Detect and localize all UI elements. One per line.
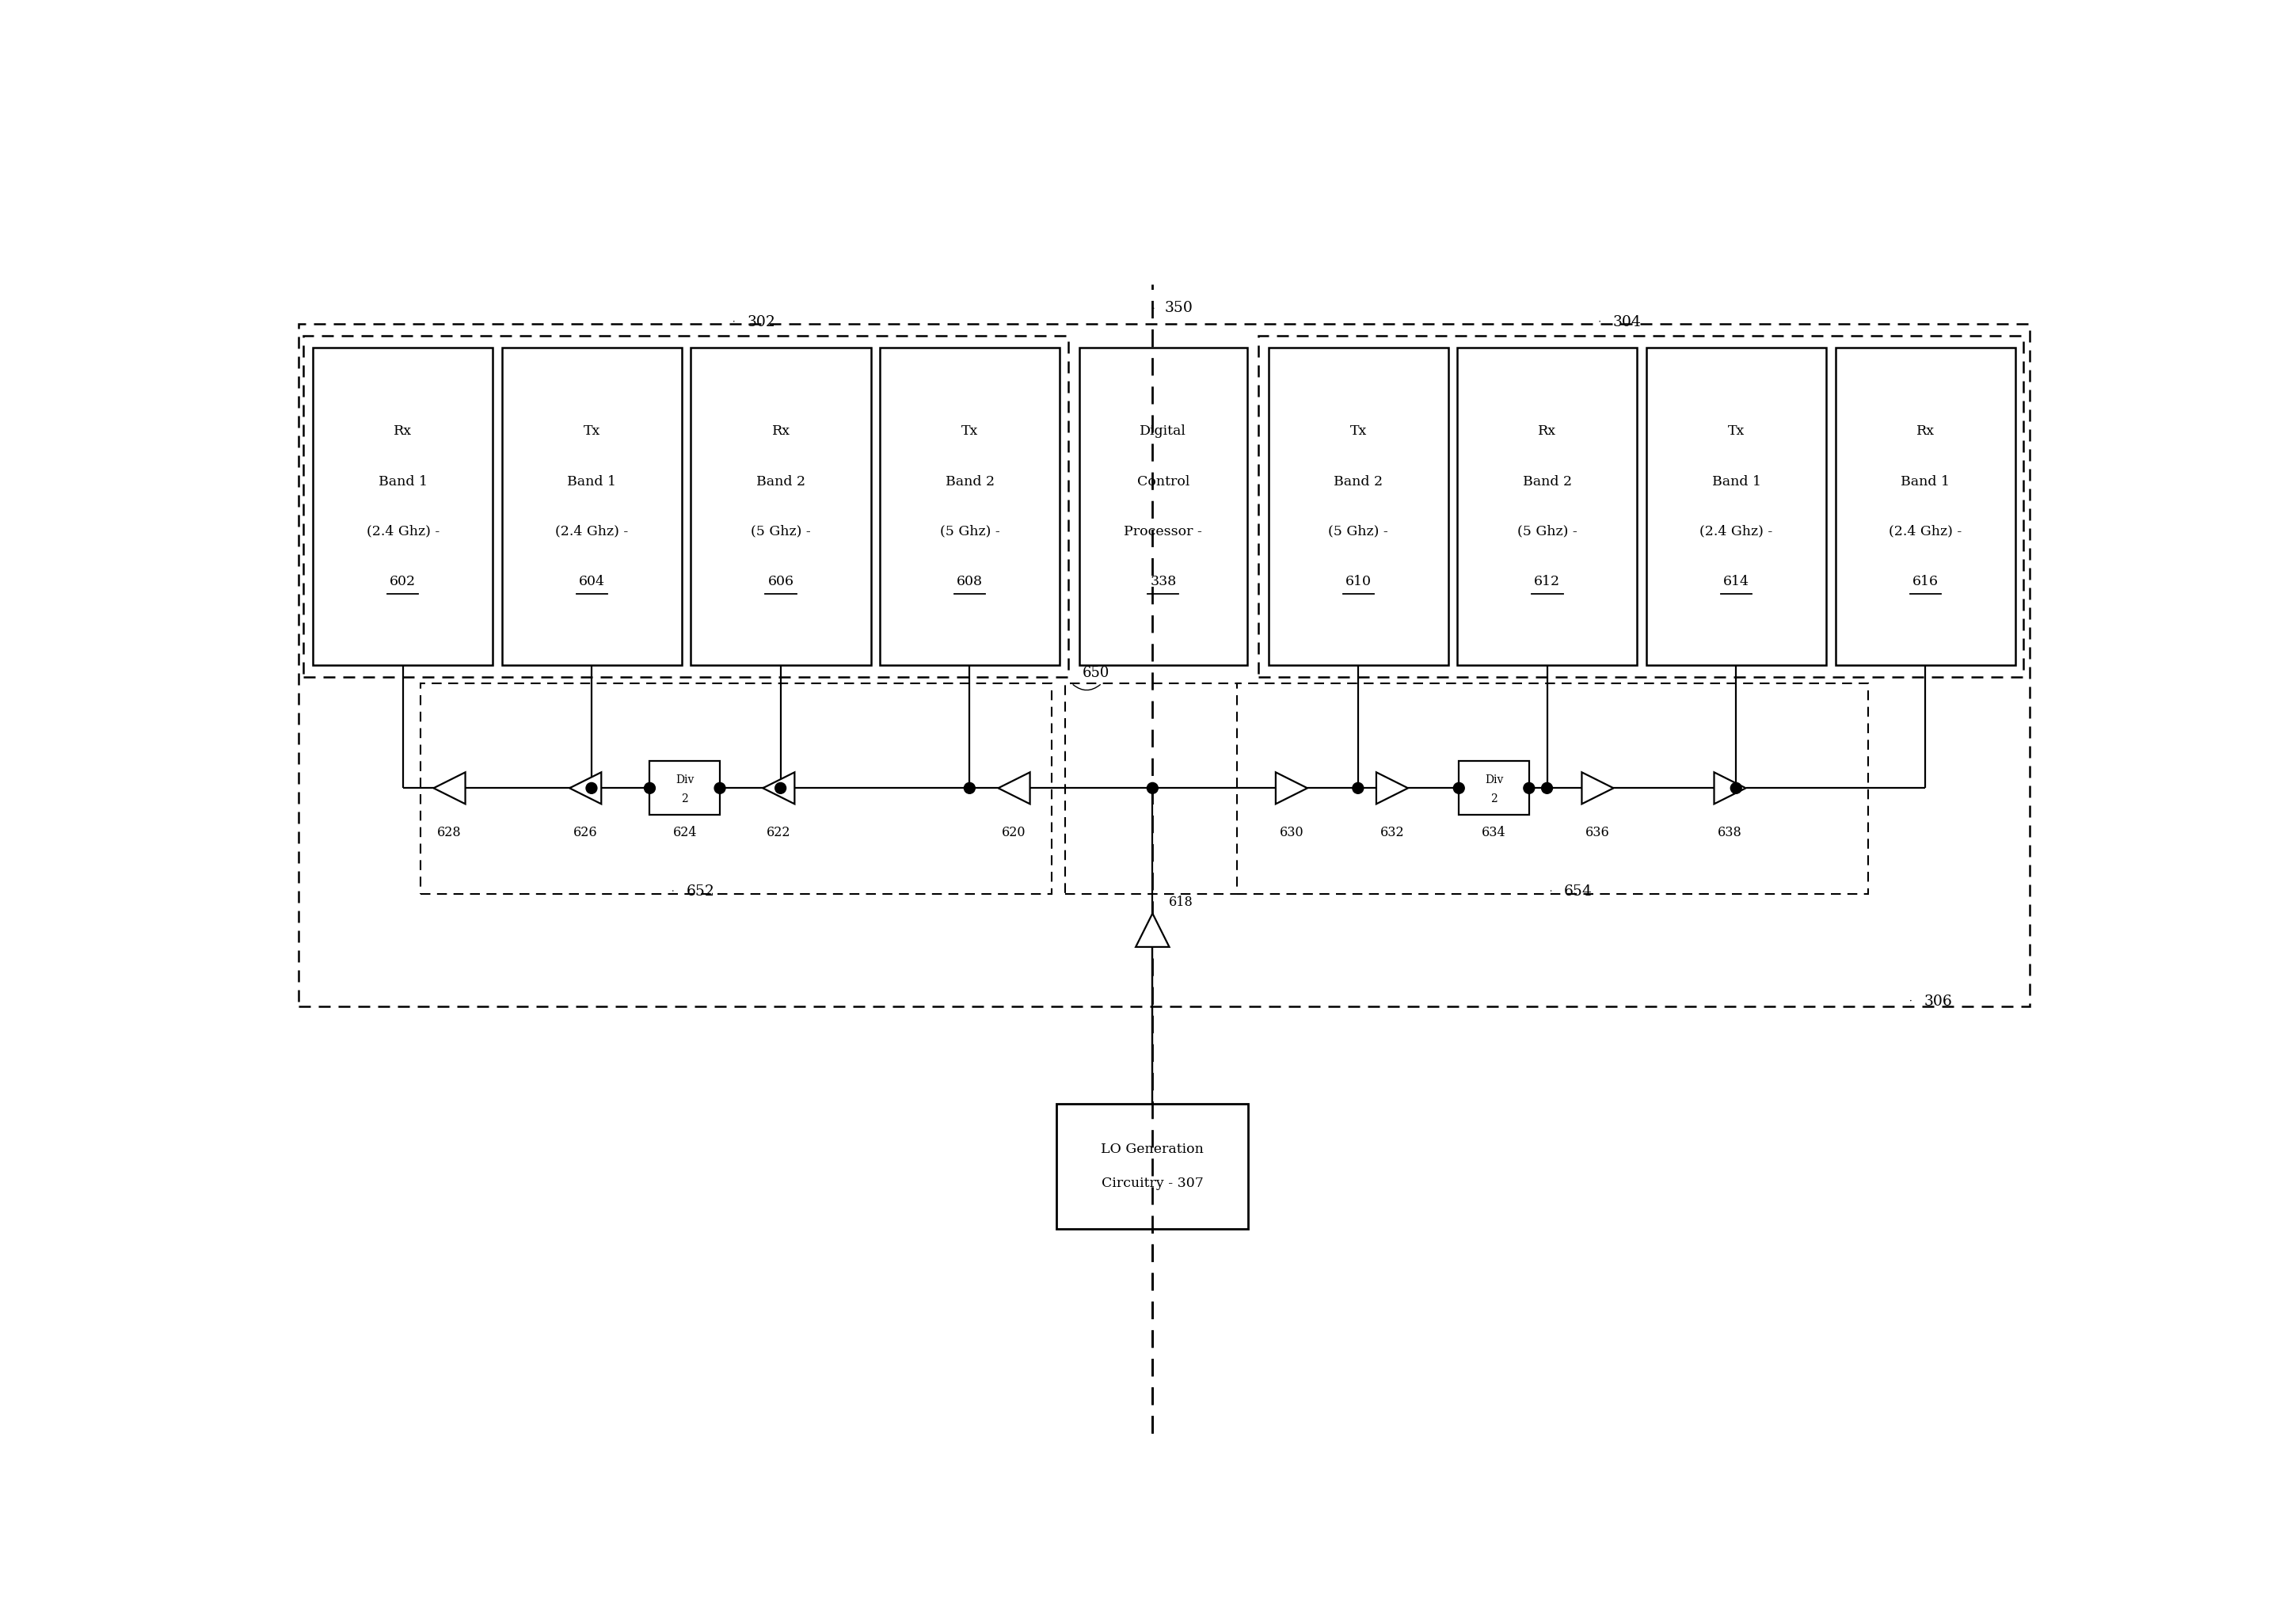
- Text: Band 1: Band 1: [1711, 474, 1761, 489]
- Text: Band 1: Band 1: [1902, 474, 1949, 489]
- Text: Div: Div: [675, 775, 693, 784]
- Text: Band 2: Band 2: [1522, 474, 1572, 489]
- Text: LO Generation: LO Generation: [1102, 1143, 1204, 1156]
- Bar: [1079, 348, 1247, 664]
- Bar: [1647, 348, 1827, 664]
- Bar: [650, 762, 720, 815]
- Text: Band 2: Band 2: [945, 474, 995, 489]
- Polygon shape: [1275, 773, 1306, 804]
- Text: 604: 604: [579, 575, 604, 588]
- Text: 628: 628: [436, 827, 461, 840]
- Text: 2: 2: [1490, 794, 1497, 804]
- Text: Band 2: Band 2: [757, 474, 807, 489]
- Text: (5 Ghz) -: (5 Ghz) -: [750, 525, 811, 538]
- Text: 2: 2: [682, 794, 688, 804]
- Text: 350: 350: [1166, 300, 1193, 315]
- Circle shape: [1454, 783, 1465, 794]
- Text: Tx: Tx: [961, 425, 979, 438]
- Text: (2.4 Ghz) -: (2.4 Ghz) -: [1699, 525, 1772, 538]
- Text: 636: 636: [1586, 827, 1611, 840]
- Text: 304: 304: [1613, 315, 1640, 330]
- Bar: [1259, 336, 2024, 677]
- Circle shape: [963, 783, 975, 794]
- Polygon shape: [1136, 913, 1170, 947]
- Bar: [1456, 348, 1638, 664]
- Circle shape: [775, 783, 786, 794]
- Text: Tx: Tx: [1350, 425, 1368, 438]
- Text: 338: 338: [1150, 575, 1177, 588]
- Bar: [1268, 348, 1447, 664]
- Text: 620: 620: [1002, 827, 1027, 840]
- Text: 610: 610: [1345, 575, 1372, 588]
- Text: 608: 608: [957, 575, 984, 588]
- Circle shape: [1147, 783, 1159, 794]
- Text: (5 Ghz) -: (5 Ghz) -: [1518, 525, 1577, 538]
- Text: Band 1: Band 1: [568, 474, 616, 489]
- Polygon shape: [1581, 773, 1613, 804]
- Text: 302: 302: [747, 315, 775, 330]
- Circle shape: [713, 783, 725, 794]
- Bar: [691, 348, 870, 664]
- Text: Rx: Rx: [1915, 425, 1933, 438]
- Text: 622: 622: [766, 827, 791, 840]
- Text: Tx: Tx: [1729, 425, 1745, 438]
- Text: Tx: Tx: [584, 425, 600, 438]
- Text: 632: 632: [1379, 827, 1404, 840]
- Polygon shape: [997, 773, 1029, 804]
- Text: 626: 626: [573, 827, 598, 840]
- Text: 652: 652: [686, 885, 713, 900]
- Polygon shape: [570, 773, 602, 804]
- Bar: [302, 336, 1068, 677]
- Text: 612: 612: [1534, 575, 1561, 588]
- Circle shape: [645, 783, 654, 794]
- Bar: [1836, 348, 2015, 664]
- Text: 618: 618: [1170, 895, 1193, 909]
- Circle shape: [1352, 783, 1363, 794]
- Text: (2.4 Ghz) -: (2.4 Ghz) -: [366, 525, 438, 538]
- Text: Rx: Rx: [772, 425, 791, 438]
- Text: (5 Ghz) -: (5 Ghz) -: [941, 525, 1000, 538]
- Text: 654: 654: [1563, 885, 1593, 900]
- Text: Control: Control: [1136, 474, 1191, 489]
- Bar: [1066, 684, 1241, 893]
- Text: Digital: Digital: [1141, 425, 1186, 438]
- Text: Rx: Rx: [1538, 425, 1556, 438]
- Text: Band 1: Band 1: [377, 474, 427, 489]
- Text: 614: 614: [1722, 575, 1749, 588]
- Text: 616: 616: [1913, 575, 1938, 588]
- Bar: [1236, 684, 1868, 893]
- Bar: [420, 684, 1052, 893]
- Text: 606: 606: [768, 575, 793, 588]
- Bar: [1459, 762, 1529, 815]
- Bar: [314, 348, 493, 664]
- Text: 638: 638: [1718, 827, 1743, 840]
- Polygon shape: [1377, 773, 1409, 804]
- Bar: [502, 348, 682, 664]
- Text: (2.4 Ghz) -: (2.4 Ghz) -: [554, 525, 629, 538]
- Circle shape: [1525, 783, 1534, 794]
- Bar: [1056, 1104, 1247, 1229]
- Text: Div: Div: [1484, 775, 1504, 784]
- Polygon shape: [1713, 773, 1745, 804]
- Text: Circuitry - 307: Circuitry - 307: [1102, 1177, 1204, 1190]
- Circle shape: [586, 783, 598, 794]
- Text: 630: 630: [1279, 827, 1304, 840]
- Text: Band 2: Band 2: [1334, 474, 1384, 489]
- Circle shape: [1731, 783, 1743, 794]
- Polygon shape: [763, 773, 795, 804]
- Text: 650: 650: [1081, 666, 1109, 680]
- Circle shape: [1540, 783, 1552, 794]
- Text: 634: 634: [1481, 827, 1506, 840]
- Text: 624: 624: [673, 827, 698, 840]
- Text: 602: 602: [391, 575, 416, 588]
- Text: Processor -: Processor -: [1125, 525, 1202, 538]
- Text: Rx: Rx: [393, 425, 411, 438]
- Text: (5 Ghz) -: (5 Ghz) -: [1329, 525, 1388, 538]
- Bar: [300, 323, 2029, 1007]
- Text: (2.4 Ghz) -: (2.4 Ghz) -: [1888, 525, 1963, 538]
- Polygon shape: [434, 773, 466, 804]
- Text: 306: 306: [1924, 994, 1952, 1009]
- Bar: [879, 348, 1059, 664]
